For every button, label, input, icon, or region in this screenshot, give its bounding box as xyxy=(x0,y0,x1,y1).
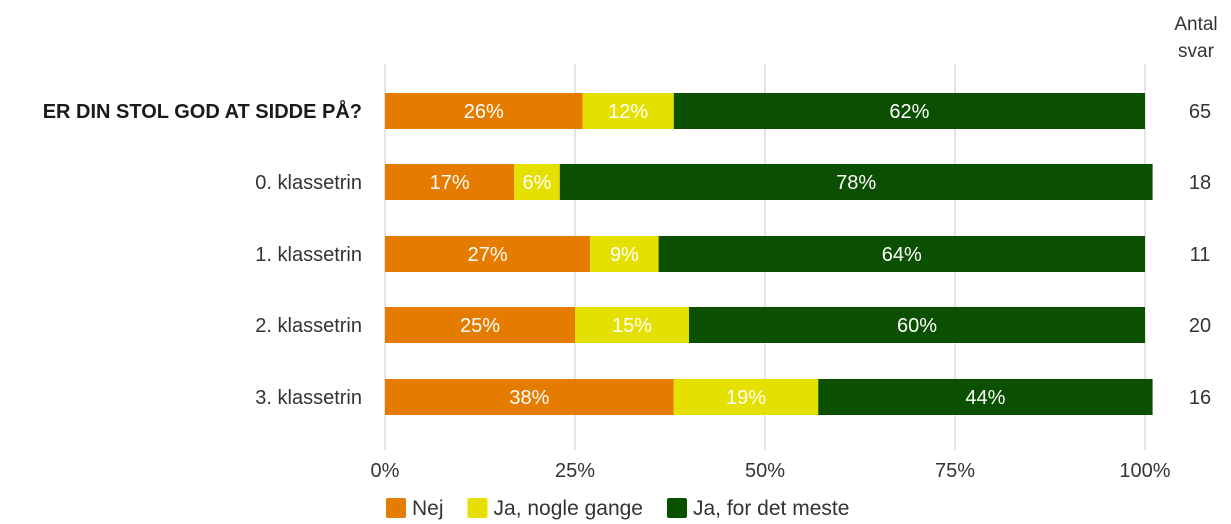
response-count: 65 xyxy=(1189,101,1211,123)
legend-label: Ja, for det meste xyxy=(693,497,849,520)
count-column: Antal svar 65 18 11 20 16 xyxy=(1174,14,1217,409)
bar-segment xyxy=(689,307,1145,343)
count-header-line-2: svar xyxy=(1178,41,1215,62)
bar-segment xyxy=(385,379,674,415)
bar-segment xyxy=(582,93,674,129)
bar-value-label: 25% xyxy=(460,315,500,337)
response-count: 20 xyxy=(1189,315,1211,337)
bar-value-label: 9% xyxy=(610,244,639,266)
bar-segment xyxy=(385,307,575,343)
bar-segment xyxy=(673,93,1145,129)
bar-value-label: 17% xyxy=(430,172,470,194)
x-tick-label: 75% xyxy=(935,460,975,482)
bar-value-label: 19% xyxy=(726,387,766,409)
bar-value-label: 27% xyxy=(468,244,508,266)
response-count: 18 xyxy=(1189,172,1211,194)
category-label: 1. klassetrin xyxy=(255,244,362,266)
bar-value-label: 62% xyxy=(889,101,929,123)
category-label: 3. klassetrin xyxy=(255,387,362,409)
bar-segment xyxy=(514,164,560,200)
response-count: 11 xyxy=(1190,244,1211,266)
bar-value-label: 12% xyxy=(608,101,648,123)
x-tick-label: 25% xyxy=(555,460,595,482)
x-tick-label: 100% xyxy=(1119,460,1170,482)
bar-segment xyxy=(590,236,659,272)
bar-value-label: 60% xyxy=(897,315,937,337)
bar-value-label: 38% xyxy=(509,387,549,409)
bar-value-label: 6% xyxy=(523,172,552,194)
bar-segment xyxy=(575,307,689,343)
legend-label: Nej xyxy=(412,497,444,520)
category-label: 2. klassetrin xyxy=(255,315,362,337)
bar-value-label: 78% xyxy=(836,172,876,194)
response-count: 16 xyxy=(1189,387,1211,409)
category-label: 0. klassetrin xyxy=(255,172,362,194)
bar-segment xyxy=(385,236,591,272)
bar-segment xyxy=(559,164,1153,200)
bar-value-label: 44% xyxy=(965,387,1005,409)
legend-swatch xyxy=(666,498,687,518)
x-tick-label: 50% xyxy=(745,460,785,482)
legend-swatch xyxy=(467,498,488,518)
bar-segment xyxy=(385,93,583,129)
category-labels: ER DIN STOL GOD AT SIDDE PÅ? 0. klassetri… xyxy=(43,99,362,409)
bar-segment xyxy=(658,236,1145,272)
legend-swatch xyxy=(386,498,406,518)
bar-value-label: 15% xyxy=(612,315,652,337)
bar-value-label: 64% xyxy=(882,244,922,266)
question-label: ER DIN STOL GOD AT SIDDE PÅ? xyxy=(43,99,362,123)
bar-segment xyxy=(385,164,515,200)
bar-value-label: 26% xyxy=(464,101,504,123)
x-axis-ticks: 0% 25% 50% 75% 100% xyxy=(371,460,1171,482)
x-tick-label: 0% xyxy=(371,460,400,482)
bar-segment xyxy=(818,379,1153,415)
bar-segment xyxy=(673,379,819,415)
count-header-line-1: Antal xyxy=(1174,14,1217,35)
legend: Nej Ja, nogle gange Ja, for det meste xyxy=(386,497,849,520)
bars: 26% 12% 62% 17% 6% 78% 27% 9% 64% 25% 15% 60% 38% 19%… xyxy=(385,93,1153,415)
legend-label: Ja, nogle gange xyxy=(494,497,643,520)
